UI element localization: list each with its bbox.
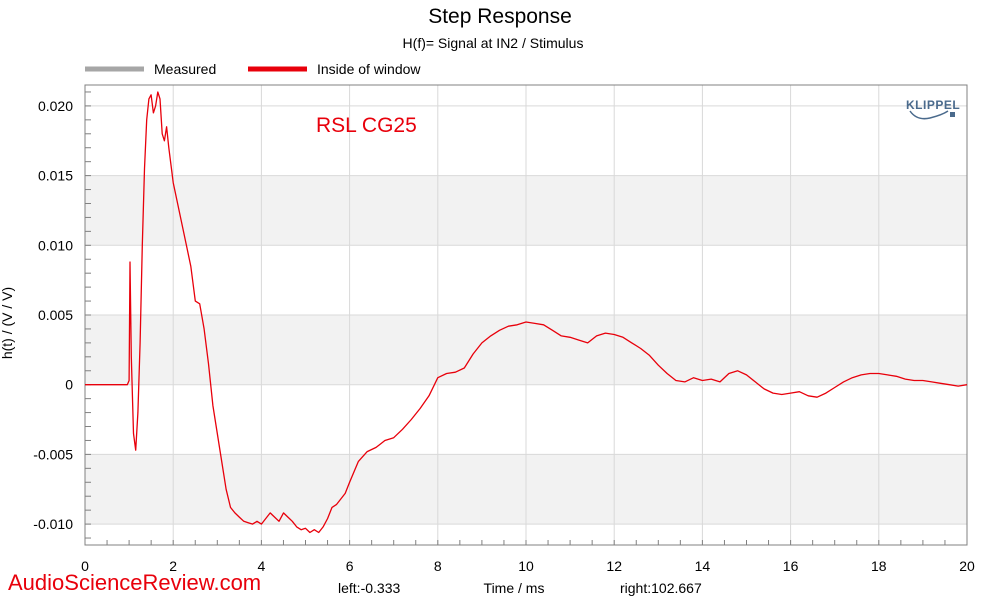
series-layer — [85, 91, 968, 534]
y-tick-label: 0.010 — [38, 237, 73, 253]
y-axis-label: h(t) / (V / V) — [0, 287, 15, 359]
x-tick-label: 8 — [434, 558, 442, 574]
klippel-logo-swoosh — [909, 110, 949, 120]
x-tick-label: 14 — [695, 558, 711, 574]
series-line-inside-window — [85, 91, 968, 534]
legend: Measured Inside of window — [85, 61, 421, 77]
y-tick-label: 0.015 — [38, 168, 73, 184]
x-tick-label: 18 — [871, 558, 887, 574]
y-tick-labels: 0.020 0.015 0.010 0.005 0 -0.005 -0.010 — [33, 98, 73, 532]
y-tick-label: 0 — [65, 377, 73, 393]
y-tick-label: -0.005 — [33, 446, 73, 462]
x-tick-label: 2 — [169, 558, 177, 574]
x-tick-label: 10 — [518, 558, 534, 574]
footer-right-value: right:102.667 — [620, 580, 702, 596]
klippel-logo-text: KLIPPEL — [906, 98, 960, 112]
x-tick-labels: 0 2 4 6 8 10 12 14 16 18 20 — [81, 558, 975, 574]
y-tick-label: 0.020 — [38, 98, 73, 114]
grid-lines — [85, 85, 967, 545]
x-tick-label: 0 — [81, 558, 89, 574]
x-axis-label: Time / ms — [484, 580, 545, 596]
x-tick-label: 6 — [346, 558, 354, 574]
y-tick-label: 0.005 — [38, 307, 73, 323]
audiosciencereview-watermark: AudioScienceReview.com — [8, 570, 261, 595]
chart-subtitle: H(f)= Signal at IN2 / Stimulus — [403, 35, 584, 51]
footer-left-value: left:-0.333 — [338, 580, 400, 596]
chart-annotation: RSL CG25 — [316, 114, 417, 137]
klippel-logo: KLIPPEL — [906, 98, 960, 120]
chart-title: Step Response — [428, 5, 572, 28]
y-tick-label: -0.010 — [33, 516, 73, 532]
legend-label-inside-window: Inside of window — [317, 61, 421, 77]
x-tick-label: 20 — [959, 558, 975, 574]
x-tick-label: 4 — [258, 558, 266, 574]
x-tick-label: 12 — [606, 558, 622, 574]
klippel-logo-mark — [950, 112, 955, 117]
legend-label-measured: Measured — [154, 61, 216, 77]
x-tick-label: 16 — [783, 558, 799, 574]
